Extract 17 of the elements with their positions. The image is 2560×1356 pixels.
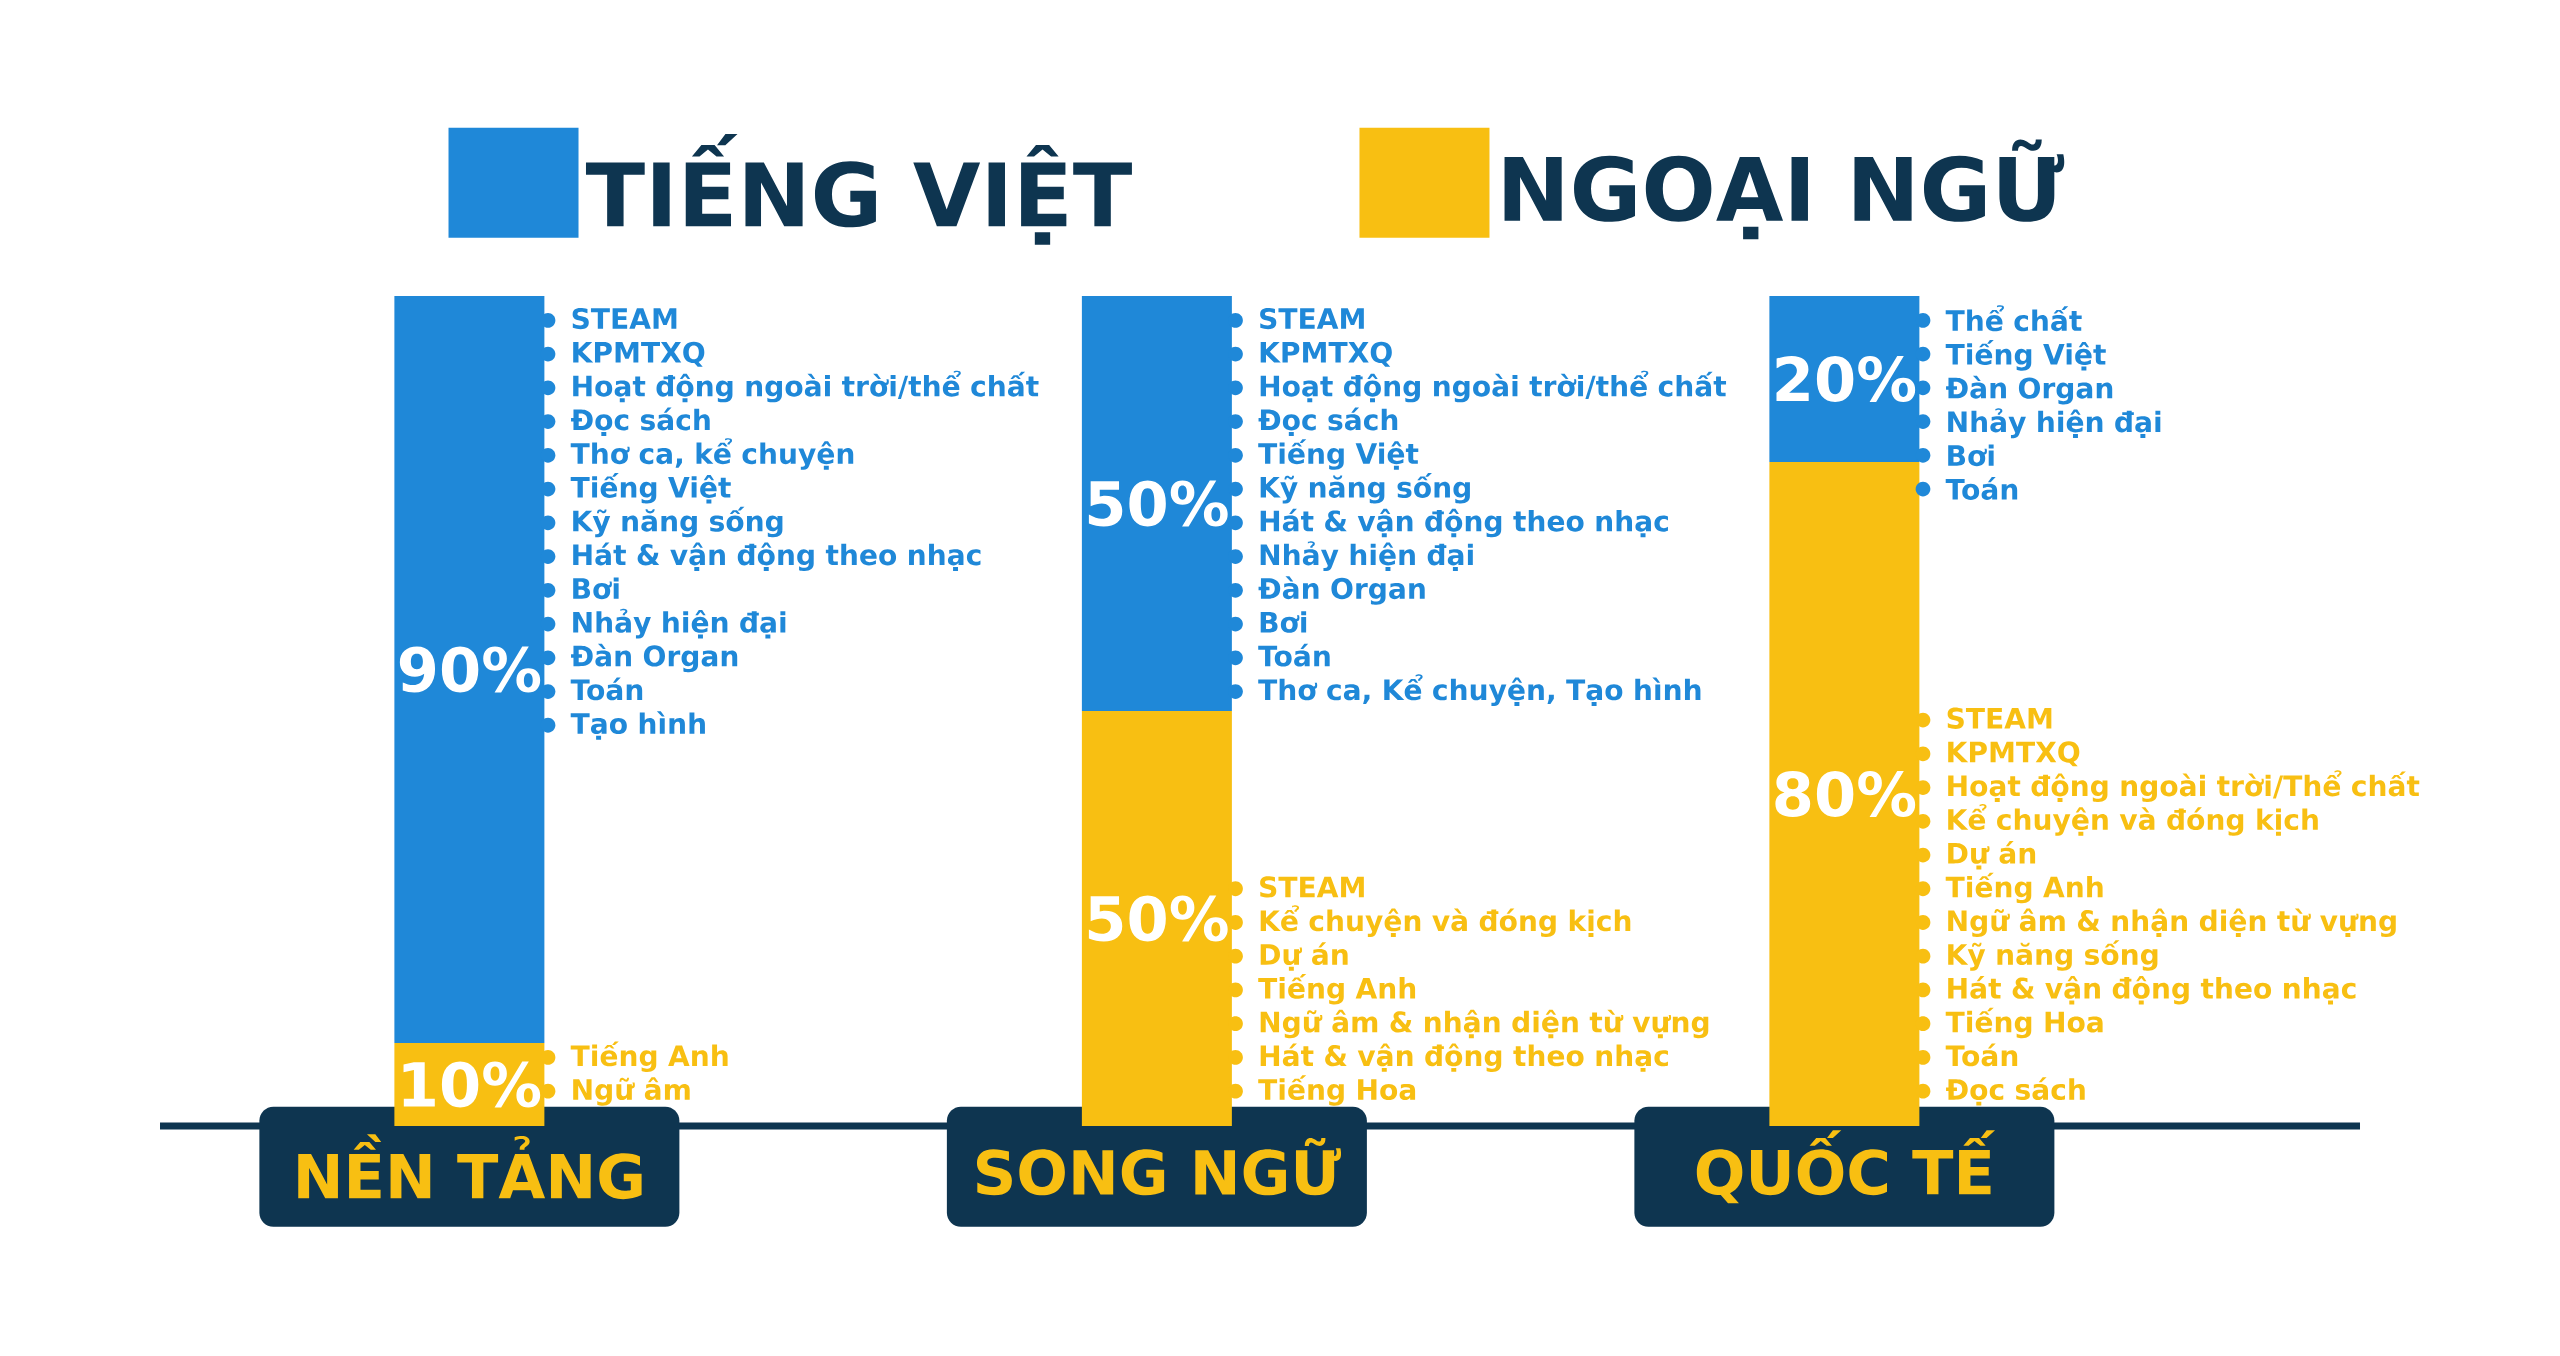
text: STEAM KPMTXQ Hoạt động ngoài trời/Thể chất Kể chuyện và đóng kịch Dự án Tiếng Anh Ngữ âm & nhận diện từ vựng Kỹ năng sống Hát & vận động theo nhạc Tiếng Hoa Toán Đọc sách — [1945, 707, 2420, 1106]
legend-label: NGOẠI NGỮ — [1504, 139, 2065, 240]
x-tick-label: QUỐC TẾ — [1696, 1130, 1996, 1204]
x-tick-label: SONG NGỮ — [976, 1138, 1342, 1196]
annotation: Tiếng Anh Ngữ âm — [570, 1041, 728, 1106]
data-label: 80% — [1775, 771, 1916, 817]
legend-label: TIẾNG VIỆT — [585, 134, 1132, 245]
text: STEAM KPMTXQ Hoạt động ngoài trời/thể chất Đọc sách Tiếng Việt Kỹ năng sống Hát & vận động theo nhạc Nhảy hiện đại Đàn Organ Bơi Toán Thơ ca, Kể chuyện, Tạo hình — [1258, 307, 1727, 707]
data-label: 90% — [399, 646, 541, 693]
x-tick-label: NỀN TẢNG — [298, 1134, 642, 1200]
annotation: STEAM Kể chuyện và đóng kịch Dự án Tiếng Anh Ngữ âm & nhận diện từ vựng Hát & vận động theo nhạc Tiếng Hoa — [1258, 876, 1709, 1106]
text: STEAM KPMTXQ Hoạt động ngoài trời/thể chất Đọc sách Thơ ca, kể chuyện Tiếng Việt Kỹ năng sống Hát & vận động theo nhạc Bơi Nhảy hiện đại Đàn Organ Toán Tạo hình — [570, 307, 1039, 740]
data-label: 50% — [1088, 480, 1228, 527]
data-label: 10% — [403, 1061, 541, 1108]
annotation: Thể chất Tiếng Việt Đàn Organ Nhảy hiện đại Bơi Toán — [1945, 305, 2161, 500]
data-label: 50% — [1088, 895, 1228, 942]
data-label: 20% — [1776, 356, 1916, 402]
